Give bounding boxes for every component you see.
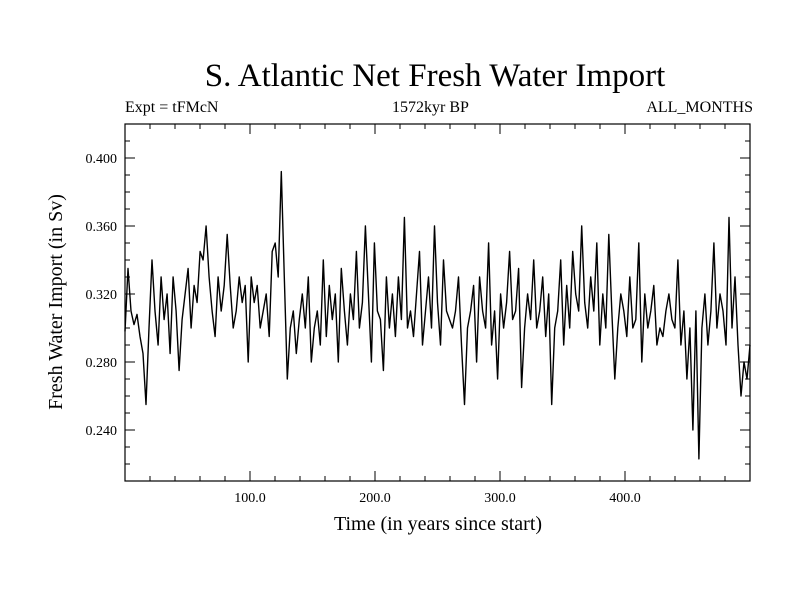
- x-axis-label: Time (in years since start): [334, 513, 542, 535]
- series-line-fresh-water-import: [124, 170, 751, 460]
- y-tick-label: 0.360: [86, 220, 118, 235]
- x-tick-label: 400.0: [609, 491, 641, 506]
- y-tick-label: 0.280: [86, 356, 118, 371]
- experiment-label: Expt = tFMcN: [125, 99, 219, 116]
- plot-frame: [124, 123, 751, 482]
- x-tick-label: 300.0: [484, 491, 516, 506]
- y-tick-label: 0.400: [86, 152, 118, 167]
- x-tick-label: 100.0: [234, 491, 266, 506]
- months-label: ALL_MONTHS: [646, 99, 753, 116]
- y-axis-label: Fresh Water Import (in Sv): [45, 194, 67, 410]
- tick-labels: 100.0 200.0 300.0 400.0 0.240 0.280 0.320 0.360…: [86, 152, 641, 506]
- y-tick-label: 0.240: [86, 424, 118, 439]
- chart-title: S. Atlantic Net Fresh Water Import: [204, 58, 666, 94]
- time-period-label: 1572kyr BP: [392, 99, 469, 116]
- y-tick-label: 0.320: [86, 288, 118, 303]
- x-tick-label: 200.0: [359, 491, 391, 506]
- series-group: [124, 170, 751, 460]
- axis-ticks: [125, 124, 750, 481]
